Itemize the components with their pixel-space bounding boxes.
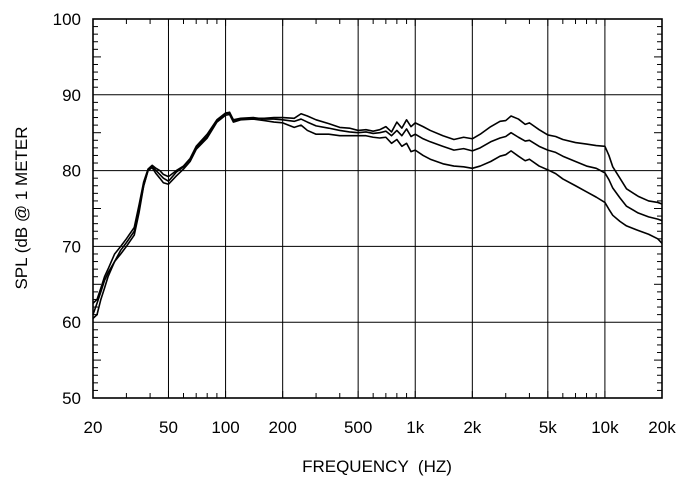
x-tick-labels: 20 50 100 200 500 1k 2k 5k 10k 20k [84, 418, 677, 437]
x-tick-label: 500 [344, 418, 372, 437]
x-tick-label: 200 [268, 418, 296, 437]
x-tick-label: 20k [648, 418, 676, 437]
y-tick-label: 90 [62, 86, 81, 105]
y-tick-labels: 50 60 70 80 90 100 [53, 10, 81, 408]
y-axis-title: SPL (dB @ 1 METER [12, 126, 31, 289]
x-tick-label: 10k [591, 418, 619, 437]
x-axis-title: FREQUENCY (HZ) [302, 457, 452, 476]
series-line-1 [92, 112, 663, 315]
x-tick-label: 20 [84, 418, 103, 437]
y-tick-label: 60 [62, 313, 81, 332]
y-tick-label: 70 [62, 237, 81, 256]
y-tick-label: 80 [62, 162, 81, 181]
x-tick-label: 1k [406, 418, 424, 437]
x-tick-label: 100 [211, 418, 239, 437]
y-tick-label: 100 [53, 10, 81, 29]
minor-tick-marks [93, 19, 662, 398]
x-tick-label: 50 [159, 418, 178, 437]
series-group [92, 111, 663, 319]
major-grid [93, 19, 662, 398]
y-tick-label: 50 [62, 389, 81, 408]
x-tick-label: 2k [463, 418, 481, 437]
series-line-3 [92, 113, 663, 319]
x-tick-label: 5k [539, 418, 557, 437]
series-line-2 [92, 111, 663, 304]
plot-frame [92, 18, 663, 399]
